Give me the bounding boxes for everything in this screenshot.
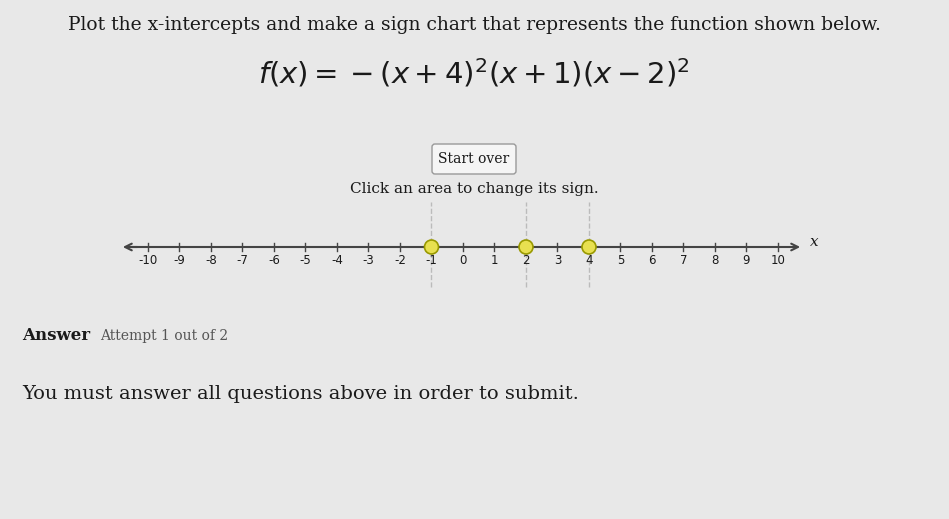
Text: -3: -3 [363, 254, 374, 267]
Text: 3: 3 [554, 254, 561, 267]
Text: -6: -6 [268, 254, 280, 267]
Text: Plot the x-intercepts and make a sign chart that represents the function shown b: Plot the x-intercepts and make a sign ch… [67, 16, 881, 34]
Text: -10: -10 [139, 254, 158, 267]
Text: x: x [810, 235, 819, 249]
Text: -2: -2 [394, 254, 406, 267]
Text: 1: 1 [491, 254, 498, 267]
Text: 10: 10 [771, 254, 786, 267]
Text: 5: 5 [617, 254, 624, 267]
Circle shape [519, 240, 533, 254]
Text: Answer: Answer [22, 327, 90, 345]
Text: -1: -1 [425, 254, 437, 267]
Text: Start over: Start over [438, 152, 510, 166]
Text: 0: 0 [459, 254, 467, 267]
Text: 8: 8 [712, 254, 718, 267]
Text: 4: 4 [586, 254, 593, 267]
Text: 6: 6 [648, 254, 656, 267]
Text: Click an area to change its sign.: Click an area to change its sign. [349, 182, 598, 196]
Circle shape [424, 240, 438, 254]
Text: $\mathit{f}(\mathit{x}) = -(\mathit{x}+4)^2(\mathit{x}+1)(\mathit{x}-2)^2$: $\mathit{f}(\mathit{x}) = -(\mathit{x}+4… [258, 57, 690, 90]
Text: Attempt 1 out of 2: Attempt 1 out of 2 [100, 329, 228, 343]
Text: -7: -7 [236, 254, 249, 267]
Circle shape [582, 240, 596, 254]
Text: 9: 9 [743, 254, 751, 267]
Text: 2: 2 [522, 254, 530, 267]
Text: You must answer all questions above in order to submit.: You must answer all questions above in o… [22, 385, 579, 403]
Text: -8: -8 [205, 254, 217, 267]
FancyBboxPatch shape [432, 144, 516, 174]
Text: -4: -4 [331, 254, 343, 267]
Text: -5: -5 [300, 254, 311, 267]
Text: 7: 7 [679, 254, 687, 267]
Text: -9: -9 [174, 254, 185, 267]
